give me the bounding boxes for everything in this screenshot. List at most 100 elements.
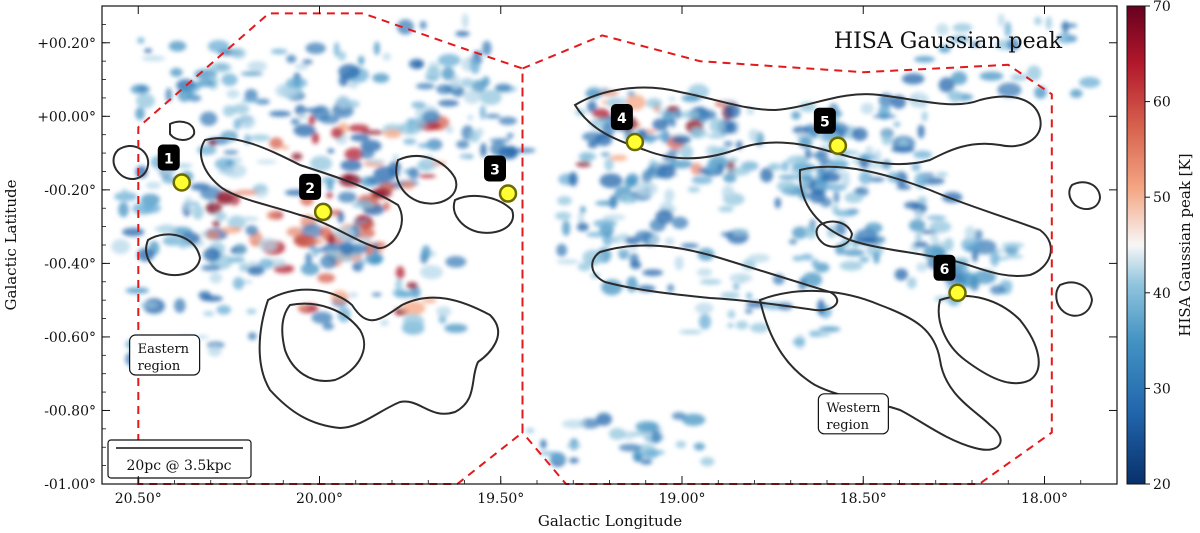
hisa-blob (595, 133, 613, 147)
hisa-blob (460, 78, 475, 88)
hisa-blob (599, 173, 623, 189)
colorbar-tick-label: 20 (1153, 477, 1171, 493)
hisa-blob (200, 295, 223, 302)
hisa-blob (445, 255, 467, 268)
hisa-blob (144, 48, 153, 54)
hisa-blob (322, 322, 334, 331)
hisa-blob (223, 150, 239, 155)
hisa-blob (691, 175, 713, 185)
hisa-blob (800, 175, 813, 181)
hisa-blob (947, 90, 963, 101)
hisa-blob (1034, 86, 1047, 99)
hisa-blob (481, 76, 490, 87)
colorbar-title: HISA Gaussian peak [K] (1176, 153, 1194, 336)
hisa-blob (192, 204, 204, 220)
hisa-blob (668, 149, 680, 154)
hisa-blob (1026, 65, 1042, 81)
hisa-blob (979, 71, 1004, 81)
y-tick-label: -00.40° (44, 256, 96, 272)
hisa-blob (913, 241, 929, 248)
hisa-blob (679, 144, 694, 160)
marker-number: 5 (820, 115, 830, 131)
hisa-blob (695, 302, 714, 314)
hisa-blob (494, 83, 512, 92)
contour-western-clump-3 (1068, 181, 1102, 211)
hisa-blob (230, 247, 238, 255)
hisa-blob (436, 84, 453, 95)
colorbar-tick-label: 60 (1153, 95, 1171, 111)
contour-eastern-small-1 (169, 120, 196, 141)
hisa-blob (959, 272, 979, 288)
hisa-blob (372, 73, 390, 83)
hisa-blob (245, 225, 259, 236)
hisa-blob (337, 211, 345, 224)
x-tick-label: 19.50° (477, 491, 524, 507)
hisa-blob (575, 161, 592, 168)
hisa-blob (804, 148, 812, 160)
hisa-blob (906, 277, 917, 289)
hisa-blob (580, 418, 601, 429)
hisa-blob (312, 247, 319, 257)
y-tick-label: -00.20° (44, 183, 96, 199)
hisa-blob (593, 219, 617, 228)
panel-title: HISA Gaussian peak (834, 29, 1063, 54)
hisa-blob (797, 157, 806, 162)
hisa-blob (792, 337, 806, 347)
hisa-blob (122, 227, 145, 237)
hisa-blob (350, 133, 370, 142)
hisa-blob (480, 142, 487, 158)
hisa-blob (744, 308, 753, 314)
hisa-blob (675, 440, 687, 449)
hisa-blob (400, 180, 415, 190)
hisa-blob (234, 189, 258, 196)
hisa-blob (893, 121, 901, 128)
hisa-blob (619, 233, 629, 240)
hisa-blob (681, 413, 706, 426)
source-marker-2: 2 (299, 173, 333, 222)
hisa-blob (809, 189, 826, 204)
hisa-blob (610, 154, 628, 162)
hisa-blob (859, 256, 870, 263)
hisa-blob (373, 166, 397, 183)
hisa-blob (232, 103, 250, 115)
hisa-blob (727, 309, 736, 319)
hisa-blob (205, 230, 221, 240)
hisa-blob (121, 188, 128, 198)
hisa-blob (726, 120, 737, 134)
hisa-blob (726, 167, 751, 176)
hisa-blob (403, 138, 417, 145)
contour-western-south-inner (937, 295, 1040, 385)
hisa-blob (463, 89, 481, 104)
hisa-blob (344, 147, 365, 161)
hisa-blob (343, 100, 360, 109)
hisa-blob (540, 439, 547, 449)
hisa-blob (360, 148, 375, 159)
hisa-blob (290, 118, 300, 125)
hisa-blob (367, 158, 386, 164)
hisa-blob (340, 159, 363, 172)
hisa-blob (205, 202, 223, 214)
hisa-blob (817, 299, 825, 316)
hisa-blob (974, 229, 983, 240)
hisa-blob (337, 51, 347, 61)
x-axis: 20.50° 20.00° 19.50° 19.00° 18.50° 18.00° (101, 6, 1082, 507)
hisa-blob (526, 428, 535, 434)
hisa-blob (348, 292, 358, 298)
hisa-blob (357, 55, 365, 66)
hisa-blob (460, 152, 468, 159)
hisa-blob (568, 171, 578, 187)
hisa-blob (371, 292, 382, 297)
x-tick-label: 18.50° (840, 491, 887, 507)
hisa-blob (438, 314, 447, 324)
hisa-blob (356, 216, 367, 221)
hisa-blob (926, 215, 947, 221)
source-marker-4: 4 (610, 104, 645, 152)
hisa-blob (223, 163, 247, 179)
hisa-blob (869, 177, 885, 182)
hisa-blob (656, 163, 676, 179)
hisa-blob (369, 255, 382, 265)
hisa-blob (944, 237, 954, 252)
hisa-blob (550, 455, 567, 463)
y-tick-label: -01.00° (44, 477, 96, 493)
hisa-blob (841, 173, 851, 188)
